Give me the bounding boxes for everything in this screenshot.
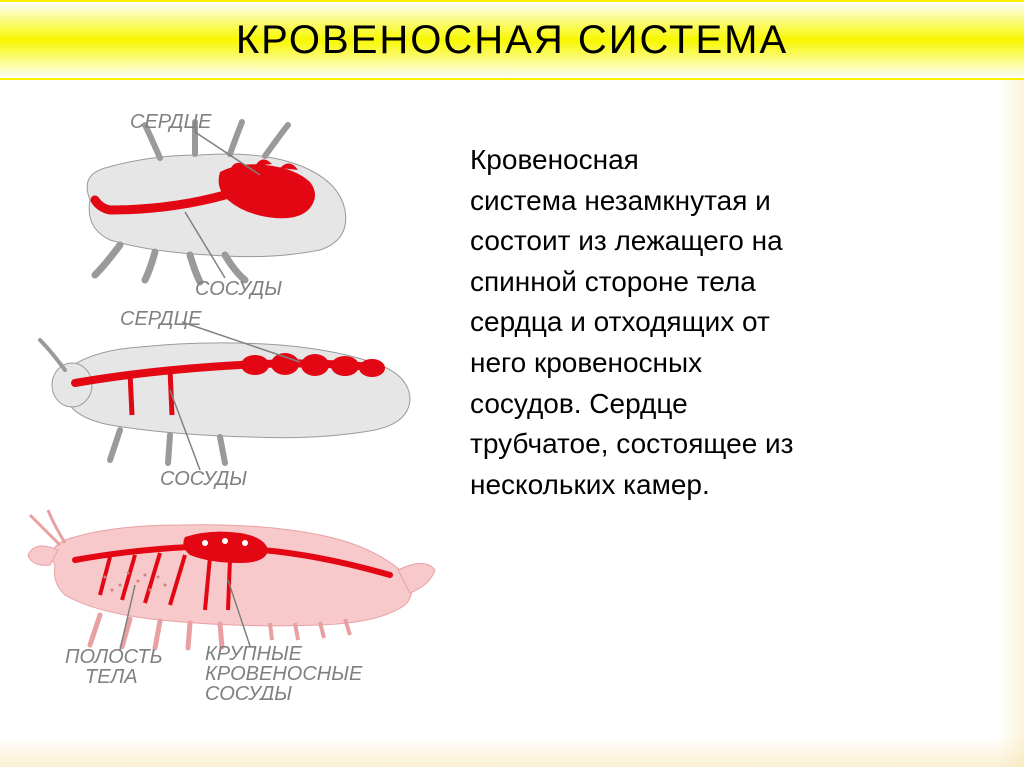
- text-line: сердца и отходящих от: [470, 306, 770, 337]
- content-area: СЕРДЦЕ СОСУДЫ: [0, 80, 1024, 767]
- text-line: сосудов. Сердце: [470, 388, 688, 419]
- title-band: КРОВЕНОСНАЯ СИСТЕМА: [0, 0, 1024, 80]
- label-vessels-1: СОСУДЫ: [195, 278, 282, 300]
- text-line: спинной стороне тела: [470, 266, 756, 297]
- text-line: и: [747, 185, 770, 216]
- label-vessels-2: СОСУДЫ: [160, 468, 247, 490]
- paragraph: Кровеносная система незамкнутая и состои…: [470, 140, 994, 505]
- text-line: система: [470, 185, 584, 216]
- text-line: нескольких камер.: [470, 469, 710, 500]
- crustacean-silhouette: [28, 510, 435, 648]
- text-line: трубчатое, состоящее из: [470, 428, 794, 459]
- text-line: Кровеносная: [470, 144, 639, 175]
- label-large-vessels-2: КРОВЕНОСНЫЕ: [205, 663, 363, 685]
- text-line: состоит из лежащего на: [470, 225, 783, 256]
- label-large-vessels-3: СОСУДЫ: [205, 683, 292, 700]
- label-heart-1: СЕРДЦЕ: [130, 111, 212, 133]
- label-large-vessels-1: КРУПНЫЕ: [205, 643, 303, 665]
- keyword: незамкнутая: [584, 185, 747, 216]
- decor-right: [999, 80, 1024, 767]
- insect-silhouette: [40, 340, 410, 463]
- text-panel: Кровеносная система незамкнутая и состои…: [450, 80, 1024, 767]
- text-line: него кровеносных: [470, 347, 702, 378]
- label-heart-2: СЕРДЦЕ: [120, 308, 202, 330]
- label-body-cavity-1: ПОЛОСТЬ: [65, 646, 163, 668]
- page-title: КРОВЕНОСНАЯ СИСТЕМА: [236, 18, 788, 63]
- label-body-cavity-2: ТЕЛА: [85, 666, 138, 688]
- decor-bottom: [0, 737, 1024, 767]
- diagram-panel: СЕРДЦЕ СОСУДЫ: [0, 80, 450, 767]
- circulatory-diagram: СЕРДЦЕ СОСУДЫ: [10, 100, 440, 700]
